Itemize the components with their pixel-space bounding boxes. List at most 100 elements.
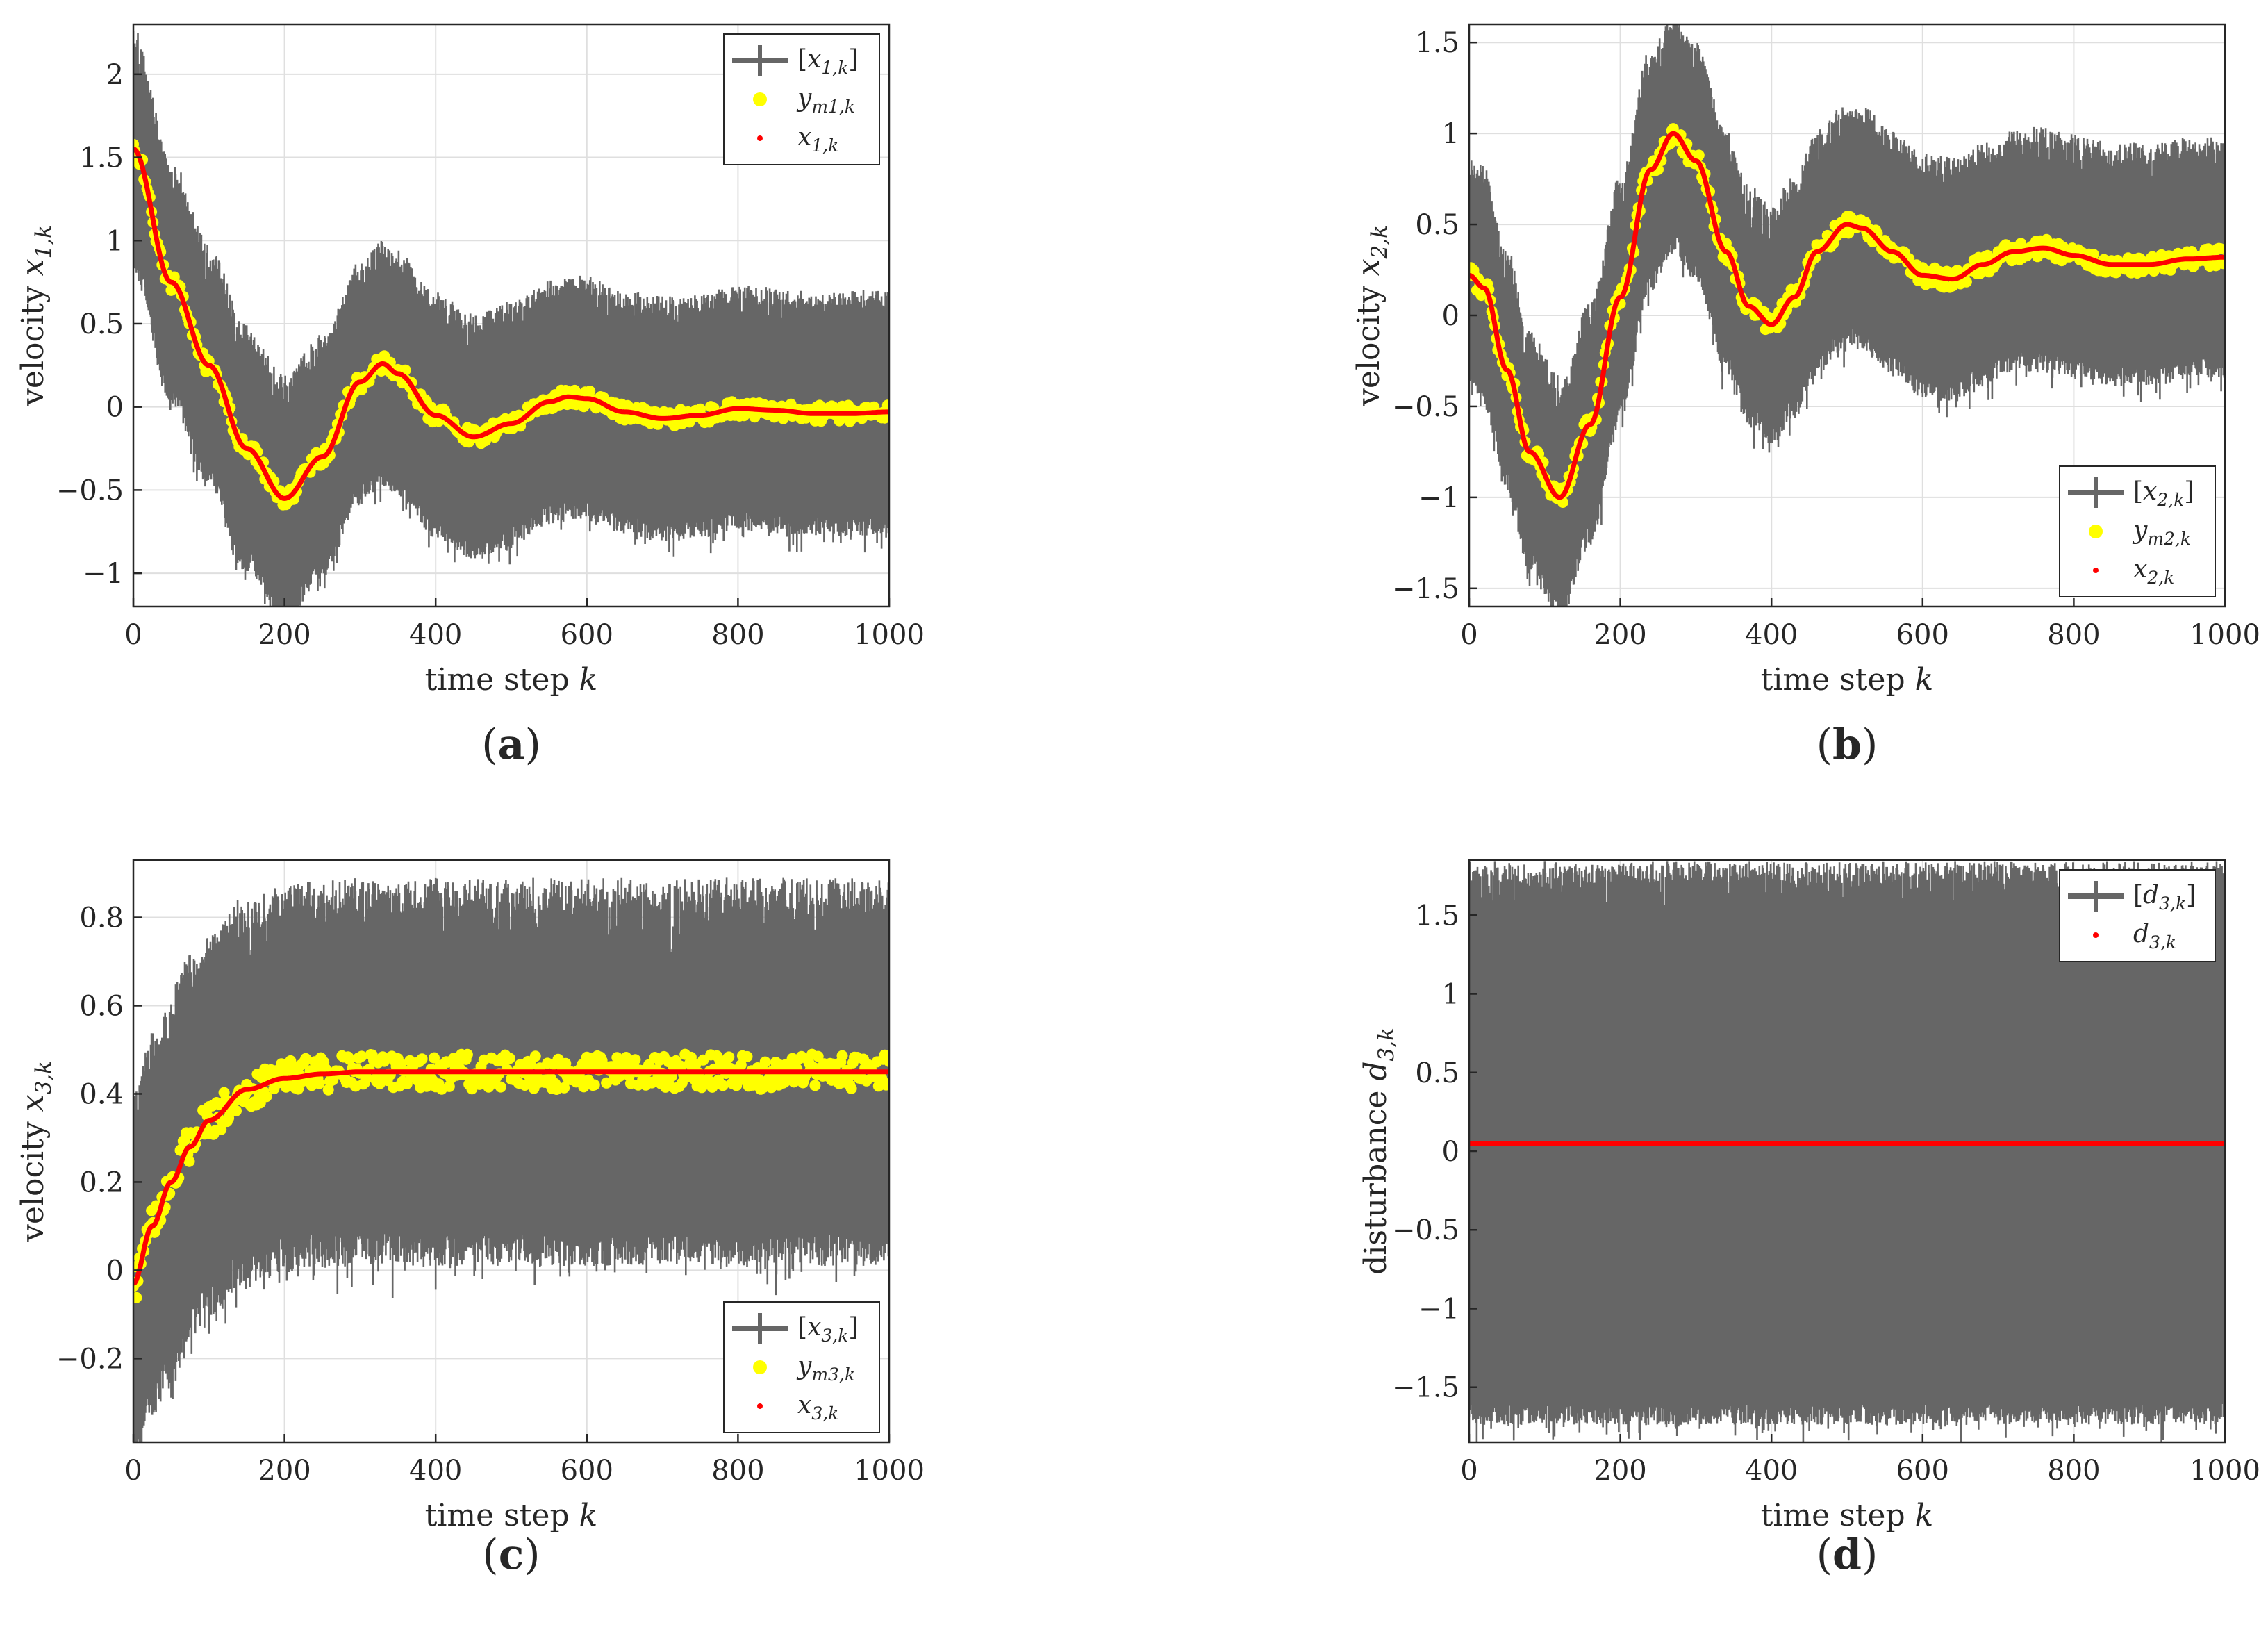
x-tick-label: 400: [1745, 1455, 1798, 1487]
y-tick-label: 0: [106, 392, 124, 424]
legend-box: [2059, 465, 2216, 597]
legend-label: ym2,k: [2132, 516, 2191, 549]
measurement-point: [344, 1053, 356, 1065]
plot-area: [133, 31, 889, 607]
x-tick-label: 600: [1896, 1455, 1949, 1487]
legend-label: ym1,k: [796, 84, 855, 117]
x-tick-label: 1000: [854, 619, 925, 651]
legend-box: [723, 33, 880, 165]
y-tick-label: 0.5: [1415, 209, 1459, 241]
y-axis: −1.5 −1 −0.5 0 0.5 1 1.5: [1392, 900, 1477, 1404]
measurement-point: [881, 1078, 889, 1090]
legend: [x2,k] ym2,k x2,k: [2059, 465, 2216, 597]
measurement-point: [313, 1078, 325, 1089]
axes-box: [132, 23, 891, 608]
x-tick-label: 400: [409, 619, 462, 651]
measurement-point: [836, 1050, 848, 1062]
measurement-point: [723, 1051, 735, 1063]
chart-panel-c: 0 200 400 600 800 1000 −0.2 0 0.2 0.4 0.6 0.8 time s…: [15, 859, 925, 1579]
y-tick-label: 0: [106, 1255, 124, 1287]
measurement-point: [884, 1055, 889, 1067]
x-tick-label: 0: [124, 1455, 142, 1487]
measurement-point: [133, 1292, 142, 1303]
legend-label: x1,k: [797, 123, 838, 156]
legend-swatch-truth: [757, 135, 763, 141]
y-axis: −0.2 0 0.2 0.4 0.6 0.8: [56, 902, 142, 1375]
legend-label: [x3,k]: [797, 1313, 858, 1346]
plot-area: [1469, 24, 2225, 607]
measurement-point: [584, 386, 596, 397]
measurement-point: [356, 384, 367, 395]
y-tick-label: 2: [106, 59, 124, 91]
x-tick-label: 200: [258, 1455, 311, 1487]
x-axis-label: time step k: [425, 1498, 598, 1533]
y-tick-label: 0.4: [79, 1078, 124, 1110]
y-tick-label: −0.5: [56, 475, 124, 506]
legend-swatch-measurement: [2089, 525, 2103, 538]
y-tick-label: −1: [1418, 1293, 1459, 1325]
legend-box: [723, 1301, 880, 1433]
y-tick-label: −0.2: [56, 1343, 124, 1375]
plot-area: [1469, 861, 2225, 1442]
legend-item: ym3,k: [753, 1352, 855, 1385]
y-tick-label: 0: [1442, 300, 1459, 332]
legend-item: ym2,k: [2089, 516, 2191, 549]
legend-box: [2059, 869, 2216, 962]
x-axis-label: time step k: [1761, 1498, 1934, 1533]
y-axis: −1 −0.5 0 0.5 1 1.5 2: [56, 59, 142, 590]
plot-area: [133, 877, 889, 1442]
y-axis-label: disturbance d3,k: [1358, 1028, 1399, 1275]
measurement-point: [260, 1091, 272, 1103]
measurement-point: [759, 1056, 771, 1068]
measurement-point: [461, 1048, 473, 1060]
y-tick-label: −1: [1418, 482, 1459, 514]
true-state-line-c: [133, 1069, 889, 1286]
x-axis: 0 200 400 600 800 1000: [124, 1434, 925, 1487]
measurement-point: [735, 1059, 747, 1071]
y-tick-label: −1.5: [1392, 573, 1459, 605]
legend-swatch-measurement: [753, 92, 767, 106]
x-tick-label: 200: [258, 619, 311, 651]
y-tick-label: 1: [106, 225, 124, 257]
true-state-line-a: [133, 147, 889, 501]
y-tick-label: −0.5: [1392, 1214, 1459, 1246]
x-tick-label: 800: [2047, 619, 2100, 651]
x-tick-label: 0: [124, 619, 142, 651]
y-tick-label: 1.5: [1415, 900, 1459, 932]
legend-swatch-truth: [2093, 932, 2099, 938]
measurement-point: [558, 1082, 570, 1094]
measurement-point: [620, 1052, 632, 1063]
measurement-point: [183, 1155, 195, 1167]
measurement-point: [812, 1050, 824, 1062]
measurement-point: [504, 1053, 515, 1064]
y-axis-label: velocity x1,k: [15, 225, 56, 406]
chart-panel-b: 0 200 400 600 800 1000 −1.5 −1 −0.5 0 0.5 1 1.5 time …: [1351, 23, 2260, 769]
legend: [x3,k] ym3,k x3,k: [723, 1301, 880, 1433]
y-axis: −1.5 −1 −0.5 0 0.5 1 1.5: [1392, 27, 1477, 605]
x-tick-label: 1000: [854, 1455, 925, 1487]
measurement-point: [495, 1081, 506, 1093]
measurement-point: [416, 1053, 428, 1065]
measurement-point: [731, 1080, 743, 1091]
y-tick-label: 0.2: [79, 1166, 124, 1198]
legend: [x1,k] ym1,k x1,k: [723, 33, 880, 165]
measurement-point: [809, 1080, 821, 1091]
legend-item: ym1,k: [753, 84, 855, 117]
legend-label: ym3,k: [796, 1352, 855, 1385]
x-tick-label: 800: [2047, 1455, 2100, 1487]
x-tick-label: 800: [711, 619, 764, 651]
chart-panel-a: 0 200 400 600 800 1000 −1 −0.5 0 0.5 1 1.5 2 time ste…: [15, 23, 925, 769]
x-tick-label: 0: [1460, 619, 1477, 651]
panel-label: (a): [481, 720, 541, 769]
chart-panel-d: 0 200 400 600 800 1000 −1.5 −1 −0.5 0 0.5 1 1.5 time …: [1358, 859, 2260, 1579]
x-tick-label: 400: [409, 1455, 462, 1487]
y-axis-label: velocity x2,k: [1351, 225, 1392, 406]
y-tick-label: 1: [1442, 979, 1459, 1011]
x-axis: 0 200 400 600 800 1000: [1460, 1434, 2260, 1487]
legend-item: x1,k: [757, 123, 838, 156]
x-tick-label: 1000: [2190, 1455, 2260, 1487]
legend-item: [x1,k]: [732, 45, 858, 78]
y-tick-label: 0.6: [79, 991, 124, 1023]
y-tick-label: −0.5: [1392, 391, 1459, 423]
measurement-point: [629, 1054, 641, 1066]
